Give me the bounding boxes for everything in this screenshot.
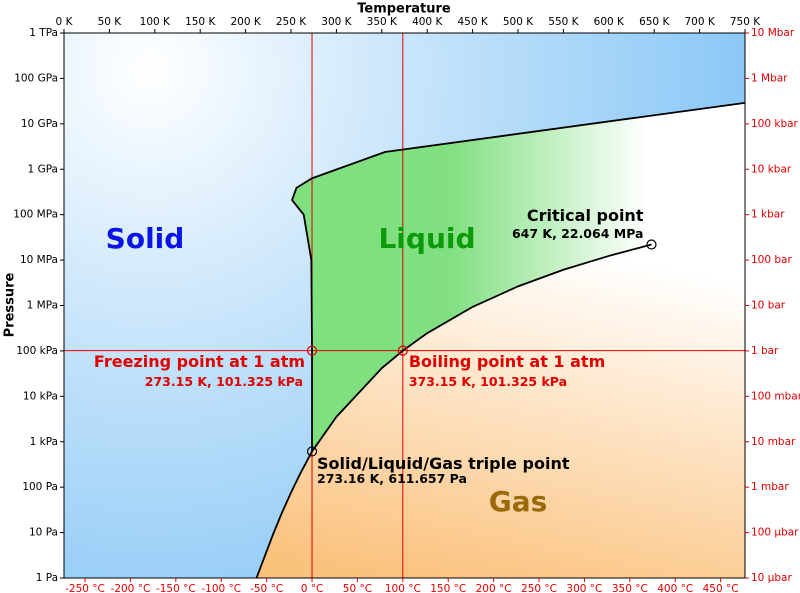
x2-tick-label: 250 °C [521, 583, 557, 593]
x2-tick-label: 300 °C [566, 583, 602, 593]
x2-tick-label: 400 °C [657, 583, 693, 593]
y-tick-label: 1 MPa [27, 300, 58, 312]
y2-tick-label: 1 Mbar [751, 72, 788, 84]
phase-boundary [291, 101, 745, 452]
point-sublabel: 273.16 K, 611.657 Pa [317, 471, 467, 486]
point-label: Solid/Liquid/Gas triple point [317, 454, 570, 473]
x-tick-label: 600 K [594, 16, 625, 28]
y2-tick-label: 1 mbar [751, 481, 789, 493]
gas-region [256, 244, 745, 578]
y-tick-label: 1 GPa [28, 163, 58, 175]
phase-point [306, 446, 318, 457]
x2-tick-label: 0 °C [301, 583, 324, 593]
plot-area [64, 33, 745, 578]
x-tick-label: 300 K [321, 16, 352, 28]
region-label: Liquid [378, 222, 475, 255]
x2-tick-label: -100 °C [201, 583, 241, 593]
x-tick-label: 100 K [140, 16, 171, 28]
region-label: Solid [106, 222, 185, 255]
x-tick-label: 350 K [367, 16, 398, 28]
y2-tick-label: 10 µbar [751, 572, 792, 584]
y2-tick-label: 1 bar [751, 345, 779, 357]
y-axis-title: Pressure [3, 272, 18, 337]
x2-tick-label: 450 °C [703, 583, 739, 593]
region-label: Gas [489, 485, 548, 518]
point-sublabel: 273.15 K, 101.325 kPa [145, 374, 303, 389]
y2-tick-label: 10 bar [751, 300, 786, 312]
x2-tick-label: 350 °C [612, 583, 648, 593]
y2-tick-label: 10 kbar [751, 163, 792, 175]
x-tick-label: 0 K [56, 16, 74, 28]
x2-tick-label: 50 °C [343, 583, 372, 593]
y-tick-label: 1 TPa [29, 27, 58, 39]
y-tick-label: 10 GPa [21, 118, 58, 130]
y2-tick-label: 100 µbar [751, 527, 799, 539]
point-label: Freezing point at 1 atm [94, 352, 305, 371]
y-tick-label: 1 kPa [30, 436, 58, 448]
y2-tick-label: 10 mbar [751, 436, 796, 448]
x-axis-title: Temperature [357, 2, 451, 17]
point-sublabel: 373.15 K, 101.325 kPa [409, 374, 567, 389]
point-sublabel: 647 K, 22.064 MPa [512, 226, 644, 241]
phase-point [306, 345, 318, 356]
y-tick-label: 10 Pa [29, 527, 58, 539]
phase-point [397, 345, 408, 356]
y2-tick-label: 100 bar [751, 254, 792, 266]
x-tick-label: 650 K [639, 16, 670, 28]
liquid-region [292, 102, 745, 452]
x-tick-label: 250 K [276, 16, 307, 28]
y-tick-label: 10 kPa [23, 390, 58, 402]
y-tick-label: 100 GPa [14, 72, 58, 84]
y-tick-label: 100 Pa [22, 481, 58, 493]
x-tick-label: 200 K [230, 16, 261, 28]
y-tick-label: 100 MPa [13, 209, 58, 221]
x2-tick-label: 200 °C [476, 583, 512, 593]
x-tick-label: 750 K [730, 16, 761, 28]
x-tick-label: 400 K [412, 16, 443, 28]
phase-point [646, 239, 657, 250]
point-label: Boiling point at 1 atm [409, 352, 605, 371]
phase-boundary [255, 451, 313, 578]
x-tick-label: 500 K [503, 16, 534, 28]
y2-tick-label: 100 mbar [751, 390, 800, 402]
x-tick-label: 50 K [98, 16, 123, 28]
x2-tick-label: -200 °C [111, 583, 151, 593]
x2-tick-label: -250 °C [65, 583, 105, 593]
x-tick-label: 550 K [548, 16, 579, 28]
point-label: Critical point [527, 206, 644, 225]
x2-tick-label: -150 °C [156, 583, 196, 593]
y2-tick-label: 10 Mbar [751, 27, 795, 39]
y-tick-label: 1 Pa [36, 572, 58, 584]
overlay: Freezing point at 1 atm 273.15 K, 101.325… [94, 206, 657, 518]
x2-tick-label: -50 °C [250, 583, 283, 593]
x-tick-label: 450 K [457, 16, 488, 28]
phase-boundary [311, 243, 652, 452]
x2-tick-label: 150 °C [430, 583, 466, 593]
y-tick-label: 100 kPa [16, 345, 58, 357]
y-tick-label: 10 MPa [20, 254, 58, 266]
y2-tick-label: 1 kbar [751, 209, 785, 221]
x-tick-label: 700 K [684, 16, 715, 28]
y2-tick-label: 100 kbar [751, 118, 799, 130]
x2-tick-label: 100 °C [385, 583, 421, 593]
x-tick-label: 150 K [185, 16, 216, 28]
